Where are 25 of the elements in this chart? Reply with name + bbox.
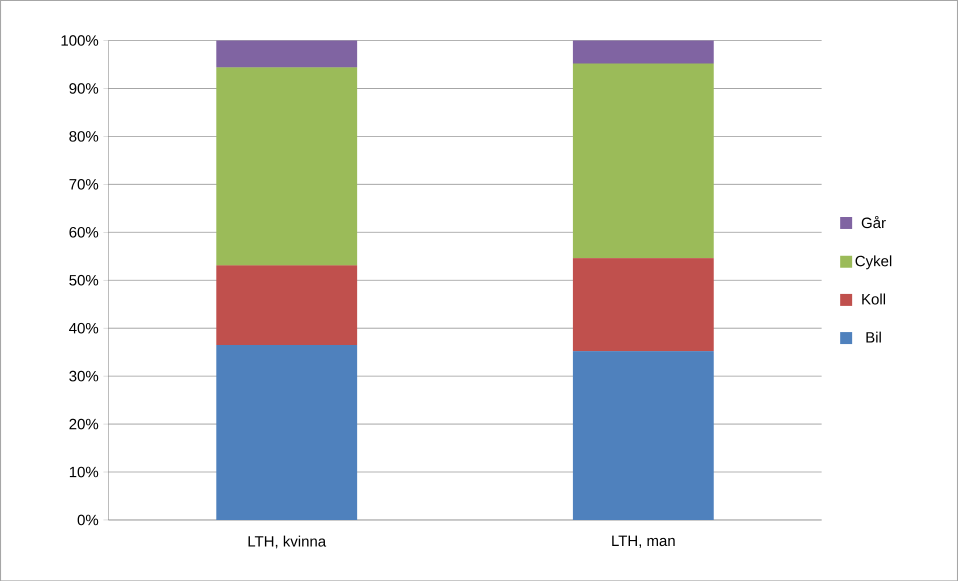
bar <box>572 350 714 520</box>
y-tick-label: 80% <box>69 130 98 142</box>
legend-label: Går <box>862 216 886 228</box>
y-tick-label: 50% <box>69 274 98 286</box>
y-tick-label: 20% <box>69 418 98 430</box>
y-tick-label: 0% <box>78 514 98 526</box>
y-tick-label: 40% <box>69 322 98 334</box>
x-tick-label: LTH, kvinna <box>248 535 326 548</box>
y-tick-label: 70% <box>69 178 98 190</box>
bar <box>216 40 358 68</box>
legend-label: Cykel <box>856 255 892 270</box>
bar <box>572 258 714 351</box>
y-tick-label: 90% <box>69 82 98 94</box>
y-tick-label: 60% <box>69 226 98 238</box>
y-tick-label: 30% <box>69 370 98 382</box>
legend-label: Koll <box>862 293 886 304</box>
y-tick-label: 10% <box>70 466 98 478</box>
bar <box>216 67 358 266</box>
x-tick-label: LTH, man <box>612 535 675 548</box>
bar <box>572 40 714 64</box>
y-tick-label: 100% <box>62 34 98 46</box>
bar <box>216 265 358 345</box>
bar <box>572 63 714 258</box>
legend-label: Bil <box>866 331 881 342</box>
bar <box>216 344 358 520</box>
